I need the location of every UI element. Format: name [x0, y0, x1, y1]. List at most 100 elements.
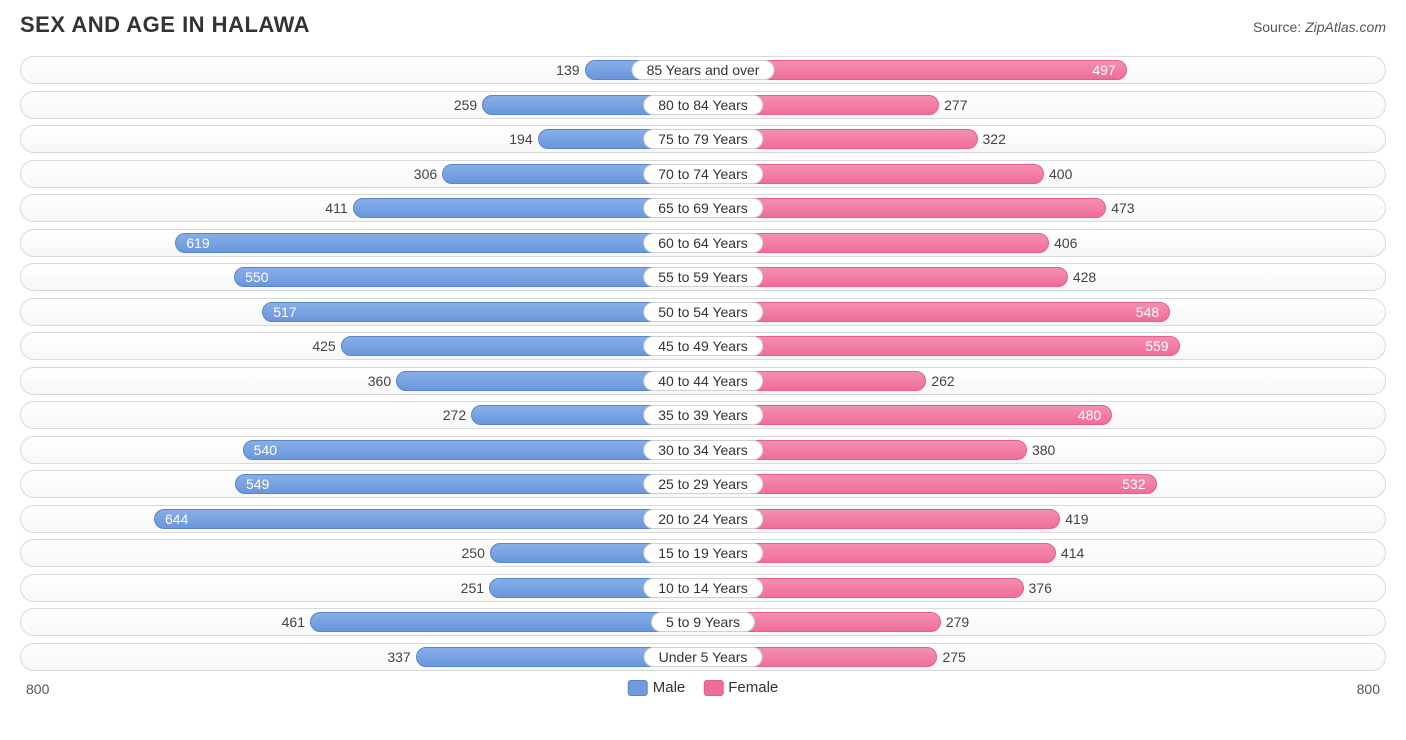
pyramid-row: 250 414 15 to 19 Years — [20, 539, 1386, 567]
male-half: 461 — [21, 609, 703, 635]
female-half: 414 — [703, 540, 1385, 566]
male-value: 411 — [325, 200, 347, 216]
chart-legend: Male Female — [628, 679, 779, 696]
pyramid-row: 360 262 40 to 44 Years — [20, 367, 1386, 395]
female-value: 428 — [1073, 269, 1096, 285]
age-category-label: 45 to 49 Years — [643, 336, 763, 356]
male-value: 337 — [387, 649, 410, 665]
female-bar: 480 — [703, 405, 1112, 425]
female-value: 400 — [1049, 166, 1072, 182]
age-category-label: 15 to 19 Years — [643, 543, 763, 563]
age-category-label: 20 to 24 Years — [643, 509, 763, 529]
male-value: 306 — [414, 166, 437, 182]
female-half: 480 — [703, 402, 1385, 428]
pyramid-row: 337275Under 5 Years — [20, 643, 1386, 671]
male-bar: 550 — [234, 267, 703, 287]
male-value: 272 — [443, 407, 466, 423]
legend-label-female: Female — [728, 679, 778, 696]
pyramid-row: 251 376 10 to 14 Years — [20, 574, 1386, 602]
pyramid-row: 644 41920 to 24 Years — [20, 505, 1386, 533]
male-value: 540 — [254, 442, 277, 458]
age-category-label: 50 to 54 Years — [643, 302, 763, 322]
male-value: 550 — [245, 269, 268, 285]
female-half: 406 — [703, 230, 1385, 256]
pyramid-row: 25927780 to 84 Years — [20, 91, 1386, 119]
female-half: 548 — [703, 299, 1385, 325]
female-half: 559 — [703, 333, 1385, 359]
source-label: Source: — [1253, 19, 1301, 35]
female-value: 414 — [1061, 545, 1084, 561]
female-value: 480 — [1078, 407, 1101, 423]
age-category-label: 80 to 84 Years — [643, 95, 763, 115]
male-value: 517 — [273, 304, 296, 320]
female-half: 279 — [703, 609, 1385, 635]
age-category-label: 85 Years and over — [632, 60, 775, 80]
male-value: 360 — [368, 373, 391, 389]
male-value: 619 — [186, 235, 209, 251]
female-half: 262 — [703, 368, 1385, 394]
legend-swatch-female — [703, 680, 723, 696]
male-half: 550 — [21, 264, 703, 290]
male-value: 251 — [461, 580, 484, 596]
legend-item-female: Female — [703, 679, 778, 696]
pyramid-row: 425 55945 to 49 Years — [20, 332, 1386, 360]
male-half: 540 — [21, 437, 703, 463]
male-half: 425 — [21, 333, 703, 359]
female-value: 376 — [1029, 580, 1052, 596]
female-half: 322 — [703, 126, 1385, 152]
age-category-label: 10 to 14 Years — [643, 578, 763, 598]
age-category-label: 40 to 44 Years — [643, 371, 763, 391]
chart-footer: 800 Male Female 800 — [20, 679, 1386, 703]
age-category-label: 75 to 79 Years — [643, 129, 763, 149]
male-half: 549 — [21, 471, 703, 497]
male-bar: 461 — [310, 612, 703, 632]
female-value: 548 — [1136, 304, 1159, 320]
pyramid-row: 194 32275 to 79 Years — [20, 125, 1386, 153]
male-half: 251 — [21, 575, 703, 601]
age-category-label: Under 5 Years — [644, 647, 763, 667]
female-half: 400 — [703, 161, 1385, 187]
male-bar: 644 — [154, 509, 703, 529]
male-value: 644 — [165, 511, 188, 527]
female-half: 497 — [703, 57, 1385, 83]
age-category-label: 5 to 9 Years — [651, 612, 755, 632]
axis-max-left: 800 — [26, 681, 49, 697]
male-bar: 540 — [243, 440, 703, 460]
female-half: 428 — [703, 264, 1385, 290]
male-value: 139 — [556, 62, 579, 78]
male-value: 250 — [462, 545, 485, 561]
age-category-label: 25 to 29 Years — [643, 474, 763, 494]
male-half: 411 — [21, 195, 703, 221]
pyramid-row: 27248035 to 39 Years — [20, 401, 1386, 429]
male-half: 139 — [21, 57, 703, 83]
male-value: 194 — [509, 131, 532, 147]
male-half: 306 — [21, 161, 703, 187]
female-value: 279 — [946, 614, 969, 630]
male-half: 194 — [21, 126, 703, 152]
male-bar: 619 — [175, 233, 703, 253]
female-half: 376 — [703, 575, 1385, 601]
age-category-label: 70 to 74 Years — [643, 164, 763, 184]
male-half: 644 — [21, 506, 703, 532]
male-bar: 549 — [235, 474, 703, 494]
female-value: 473 — [1111, 200, 1134, 216]
female-half: 419 — [703, 506, 1385, 532]
legend-item-male: Male — [628, 679, 686, 696]
male-half: 250 — [21, 540, 703, 566]
female-value: 380 — [1032, 442, 1055, 458]
female-half: 532 — [703, 471, 1385, 497]
pyramid-row: 517 548 50 to 54 Years — [20, 298, 1386, 326]
age-category-label: 65 to 69 Years — [643, 198, 763, 218]
pyramid-row: 549 53225 to 29 Years — [20, 470, 1386, 498]
male-half: 517 — [21, 299, 703, 325]
male-value: 425 — [312, 338, 335, 354]
female-bar: 548 — [703, 302, 1170, 322]
chart-header: SEX AND AGE IN HALAWA Source: ZipAtlas.c… — [20, 12, 1386, 38]
female-half: 473 — [703, 195, 1385, 221]
female-bar: 559 — [703, 336, 1180, 356]
female-value: 262 — [931, 373, 954, 389]
male-value: 549 — [246, 476, 269, 492]
age-category-label: 60 to 64 Years — [643, 233, 763, 253]
age-category-label: 55 to 59 Years — [643, 267, 763, 287]
pyramid-row: 306 400 70 to 74 Years — [20, 160, 1386, 188]
